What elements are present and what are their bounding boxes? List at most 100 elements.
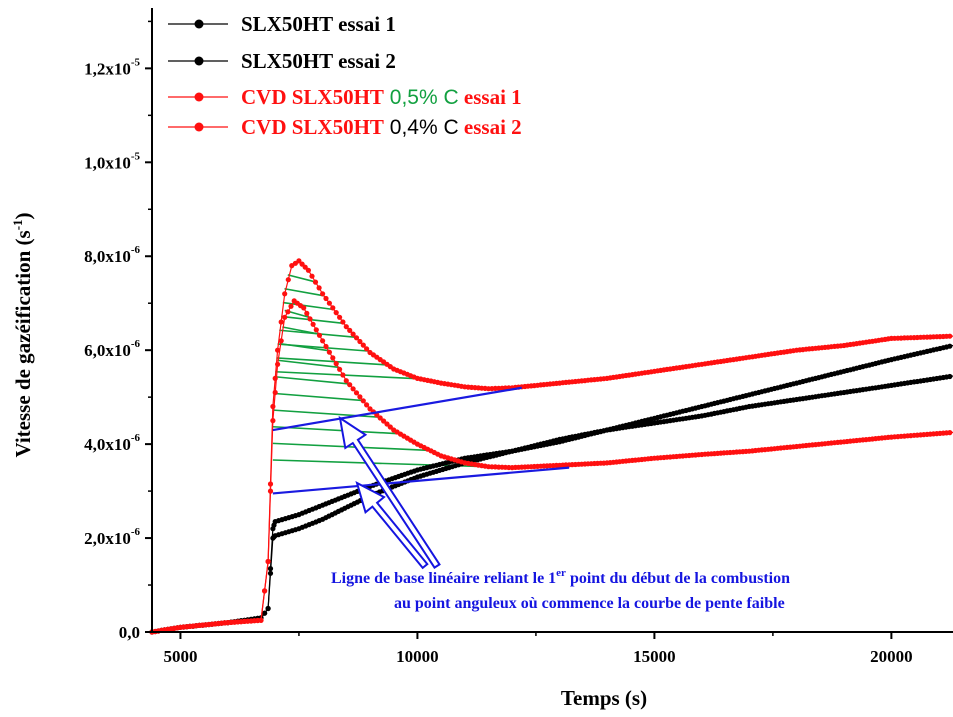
data-point — [301, 305, 307, 311]
hatch-line — [275, 370, 420, 380]
hatch-line — [284, 287, 325, 297]
hatch-line — [281, 315, 345, 325]
annotation-line-2: au point anguleux où commence la courbe … — [394, 595, 785, 612]
data-point — [357, 338, 363, 345]
data-point — [267, 488, 274, 494]
hatch-line — [272, 442, 431, 452]
hatch-line — [272, 425, 401, 435]
hatch-line — [279, 342, 329, 352]
hatch-line — [274, 392, 364, 402]
data-point — [282, 291, 288, 297]
data-point — [262, 588, 268, 594]
data-point — [377, 415, 383, 421]
legend-marker — [194, 19, 204, 29]
annotation: Ligne de base linéaire reliant le 1er po… — [331, 415, 790, 612]
data-point — [340, 319, 346, 325]
data-point — [357, 394, 363, 400]
legend-label: SLX50HT essai 1 — [241, 12, 396, 36]
hatch-line — [287, 274, 316, 283]
data-point — [333, 361, 339, 367]
y-tick-label: 6,0x10-6 — [84, 338, 140, 360]
data-point — [267, 566, 274, 572]
legend-item: SLX50HT essai 2 — [168, 49, 396, 73]
data-point — [265, 605, 271, 612]
series-markers — [149, 298, 953, 635]
y-tick-label: 0,0 — [119, 623, 140, 642]
data-point — [343, 378, 349, 384]
data-point — [320, 291, 326, 297]
data-point — [337, 314, 343, 320]
data-point — [364, 346, 370, 352]
y-tick-label: 2,0x10-6 — [84, 526, 140, 548]
data-point — [343, 324, 349, 330]
data-point — [285, 277, 291, 283]
legend: SLX50HT essai 1 SLX50HT essai 2 CVD SLX50H… — [168, 12, 522, 139]
annotation-arrow — [338, 415, 441, 569]
legend-item: CVD SLX50HT 0,5% C essai 1 — [168, 85, 522, 109]
data-point — [258, 617, 264, 623]
data-point — [350, 331, 356, 337]
hatch-line — [282, 326, 319, 335]
x-tick-label: 5000 — [163, 647, 197, 666]
data-point — [347, 327, 353, 333]
axes-layer: 0,0 2,0x10-6 4,0x10-6 6,0x10-6 8,0x10-6 1,0x1… — [84, 8, 953, 666]
data-point — [947, 430, 953, 436]
data-point — [364, 402, 370, 408]
data-point — [350, 386, 356, 392]
data-point — [305, 267, 311, 273]
data-point — [381, 418, 387, 424]
legend-label: CVD SLX50HT 0,4% C essai 2 — [241, 115, 522, 139]
legend-item: CVD SLX50HT 0,4% C essai 2 — [168, 115, 522, 139]
annotation-line-1: Ligne de base linéaire reliant le 1er po… — [331, 567, 790, 587]
x-tick-label: 20000 — [870, 647, 913, 666]
data-point — [304, 310, 310, 316]
y-axis-title: Vitesse de gazéification (s-1) — [10, 212, 35, 457]
legend-marker — [194, 92, 204, 102]
data-point — [340, 372, 346, 378]
arrow-shape — [338, 415, 441, 569]
data-point — [360, 342, 366, 348]
y-tick-label: 1,0x10-5 — [84, 150, 140, 172]
data-point — [367, 406, 373, 412]
data-point — [282, 314, 288, 320]
data-point — [312, 279, 319, 285]
x-axis-title: Temps (s) — [561, 686, 647, 710]
data-point — [326, 300, 332, 306]
data-point — [347, 382, 353, 388]
data-point — [309, 273, 315, 279]
data-point — [275, 361, 281, 367]
data-point — [947, 373, 953, 380]
data-point — [947, 343, 953, 349]
data-point — [285, 309, 291, 315]
data-point — [360, 398, 366, 404]
data-point — [337, 366, 343, 372]
data-point — [272, 389, 278, 396]
data-point — [278, 319, 284, 325]
data-point — [316, 285, 322, 291]
data-point — [387, 424, 393, 430]
hatch-line — [276, 357, 389, 366]
data-point — [278, 338, 284, 344]
data-point — [270, 418, 276, 424]
data-point — [320, 338, 326, 344]
hatch-layer — [272, 274, 499, 468]
baseline-layer — [272, 386, 570, 495]
data-point — [313, 327, 319, 333]
data-point — [288, 303, 294, 309]
baseline-line — [272, 466, 570, 495]
data-point — [275, 347, 281, 353]
hatch-line — [277, 359, 339, 369]
data-point — [310, 321, 316, 327]
x-tick-label: 15000 — [633, 647, 676, 666]
series-line — [151, 344, 953, 633]
y-tick-label: 1,2x10-5 — [84, 56, 140, 78]
data-point — [330, 305, 336, 311]
data-point — [353, 335, 360, 341]
data-point — [262, 610, 268, 616]
legend-item: SLX50HT essai 1 — [168, 12, 396, 36]
series-layer — [149, 258, 953, 635]
data-point — [384, 421, 390, 427]
legend-marker — [194, 56, 204, 66]
data-point — [333, 310, 339, 316]
